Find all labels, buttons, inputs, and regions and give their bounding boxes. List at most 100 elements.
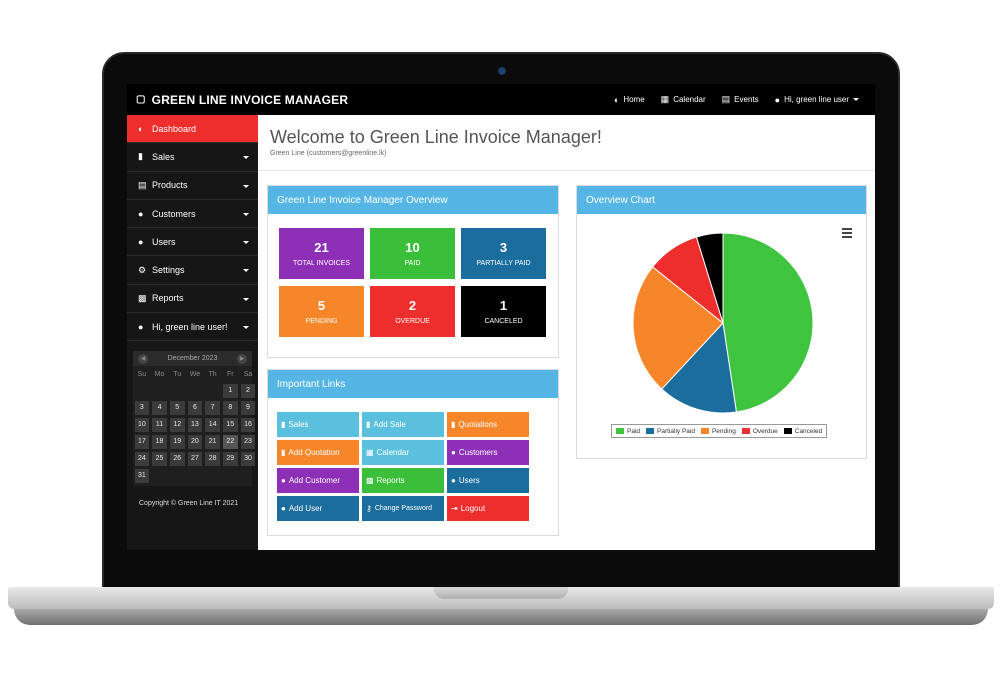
link-button-add-sale[interactable]: ▮ Add Sale	[362, 412, 444, 437]
calendar-day[interactable]: 12	[169, 418, 185, 433]
calendar-next-button[interactable]: ▶	[237, 353, 247, 364]
chart-area: Paid Partially Paid Pending Overdue Canceled	[577, 214, 866, 458]
stat-tile-value: 3	[499, 240, 508, 255]
sidebar-item-products[interactable]: ▤ Products	[127, 172, 258, 200]
link-button-reports[interactable]: ▩ Reports	[362, 468, 444, 493]
nav-home[interactable]: ◐ Home	[614, 95, 645, 105]
calendar-day-today[interactable]: 22	[222, 435, 238, 450]
list-icon: ▤	[721, 94, 731, 104]
app-screen: ▢ GREEN LINE INVOICE MANAGER ◐ Home ▦ Ca…	[127, 84, 875, 550]
calendar-day[interactable]: 10	[134, 418, 150, 433]
calendar-day[interactable]: 9	[240, 401, 256, 416]
link-button-add-quotation[interactable]: ▮ Add Quotation	[277, 440, 359, 465]
calendar-day[interactable]: 31	[134, 469, 150, 484]
calendar-day[interactable]: 17	[134, 435, 150, 450]
nav-events-label: Events	[734, 95, 759, 104]
link-button-change-password[interactable]: ⚷ Change Password	[362, 496, 444, 521]
calendar-day[interactable]: 19	[169, 435, 185, 450]
link-button-add-user[interactable]: ● Add User	[277, 496, 359, 521]
stat-tile[interactable]: 5 Pending	[279, 286, 364, 337]
legend-label: Pending	[711, 427, 736, 435]
stat-tile-label: Pending	[305, 318, 338, 325]
link-button-customers[interactable]: ● Customers	[447, 440, 529, 465]
calendar-day[interactable]: 2	[240, 384, 256, 399]
nav-events[interactable]: ▤ Events	[722, 94, 759, 105]
chart-panel-title: Overview Chart	[577, 186, 866, 214]
brand-title: GREEN LINE INVOICE MANAGER	[151, 92, 349, 107]
link-button-label: Logout	[460, 504, 486, 513]
calendar-blank	[204, 384, 222, 398]
calendar-day[interactable]: 27	[187, 452, 203, 467]
link-button-calendar[interactable]: ▦ Calendar	[362, 440, 444, 465]
calendar-day[interactable]: 20	[187, 435, 203, 450]
calendar-day[interactable]: 23	[240, 435, 256, 450]
calendar-month: December 2023	[167, 355, 218, 363]
link-button-label: Quotations	[458, 420, 498, 429]
calendar-day[interactable]: 14	[205, 418, 220, 433]
stat-tile[interactable]: 1 Canceled	[461, 286, 546, 337]
calendar-day[interactable]: 7	[205, 401, 220, 416]
calendar-blank	[151, 384, 169, 398]
calendar-day[interactable]: 13	[187, 418, 203, 433]
calendar-icon: ▦	[660, 94, 670, 104]
pie-slice-partially-paid[interactable]	[661, 321, 737, 414]
calendar-day[interactable]: 30	[240, 452, 256, 467]
overview-panel-title: Green Line Invoice Manager Overview	[268, 186, 558, 214]
legend-item[interactable]: Partially Paid	[646, 428, 695, 435]
sidebar-item-user[interactable]: ● Hi, green line user!	[127, 313, 258, 342]
calendar-day[interactable]: 4	[152, 401, 167, 416]
pie-slice-canceled[interactable]	[695, 232, 724, 324]
calendar-day[interactable]: 3	[134, 401, 150, 416]
calendar-day[interactable]: 18	[152, 435, 167, 450]
link-button-logout[interactable]: ⇥ Logout	[447, 496, 529, 521]
calendar-day[interactable]: 16	[240, 418, 256, 433]
logout-icon: ⇥	[451, 504, 458, 513]
calendar-day[interactable]: 1	[222, 384, 238, 399]
nav-calendar[interactable]: ▦ Calendar	[661, 94, 706, 105]
sidebar-item-dashboard[interactable]: ◐ Dashboard	[127, 115, 258, 144]
link-button-quotations[interactable]: ▮ Quotations	[447, 412, 529, 437]
calendar-day[interactable]: 5	[169, 401, 185, 416]
link-button-label: Calendar	[376, 448, 410, 457]
link-button-users[interactable]: ● Users	[447, 468, 529, 493]
calendar-day[interactable]: 11	[152, 418, 167, 433]
calendar-day[interactable]: 6	[187, 401, 203, 416]
legend-item[interactable]: Canceled	[783, 428, 822, 435]
link-button-add-customer[interactable]: ● Add Customer	[277, 468, 359, 493]
stat-tile-value: 2	[408, 298, 417, 313]
legend-item[interactable]: Paid	[616, 428, 640, 435]
calendar-day[interactable]: 29	[222, 452, 238, 467]
calendar-day[interactable]: 15	[222, 418, 238, 433]
sidebar-item-sales[interactable]: ▮ Sales	[127, 143, 258, 172]
sidebar-item-users[interactable]: ● Users	[127, 228, 258, 257]
user-icon: ●	[281, 504, 286, 513]
stat-tile[interactable]: 10 Paid	[370, 228, 455, 279]
calendar-prev-button[interactable]: ◀	[138, 353, 148, 364]
legend-item[interactable]: Overdue	[741, 428, 778, 435]
nav-user-menu[interactable]: ● Hi, green line user	[775, 95, 859, 105]
stat-tile[interactable]: 3 Partially Paid	[461, 228, 546, 279]
hamburger-menu-icon[interactable]	[842, 228, 852, 240]
pie-slice-paid[interactable]	[722, 232, 814, 413]
calendar-day[interactable]: 26	[169, 452, 185, 467]
link-button-sales[interactable]: ▮ Sales	[277, 412, 359, 437]
sidebar-item-label: Dashboard	[152, 123, 197, 134]
user-icon: ●	[774, 94, 781, 105]
calendar-day[interactable]: 25	[152, 452, 167, 467]
brand[interactable]: ▢ GREEN LINE INVOICE MANAGER	[127, 93, 348, 107]
stat-tile[interactable]: 2 Overdue	[370, 286, 455, 337]
dashboard-icon: ◐	[613, 94, 620, 105]
calendar-weekday: Tu	[173, 371, 182, 379]
nav-home-label: Home	[623, 95, 645, 104]
calendar-day[interactable]: 24	[134, 452, 150, 467]
users-icon: ●	[138, 208, 144, 219]
calendar-day[interactable]: 21	[205, 435, 220, 450]
calendar-day[interactable]: 8	[222, 401, 238, 416]
sidebar-item-reports[interactable]: ▩ Reports	[127, 285, 258, 314]
sidebar-item-settings[interactable]: ⚙ Settings	[127, 256, 258, 285]
stat-tile[interactable]: 21 Total Invoices	[279, 228, 364, 279]
sidebar-item-customers[interactable]: ● Customers	[127, 200, 258, 229]
pie-slice-pending[interactable]	[632, 266, 724, 390]
calendar-day[interactable]: 28	[205, 452, 220, 467]
legend-item[interactable]: Pending	[700, 427, 736, 435]
